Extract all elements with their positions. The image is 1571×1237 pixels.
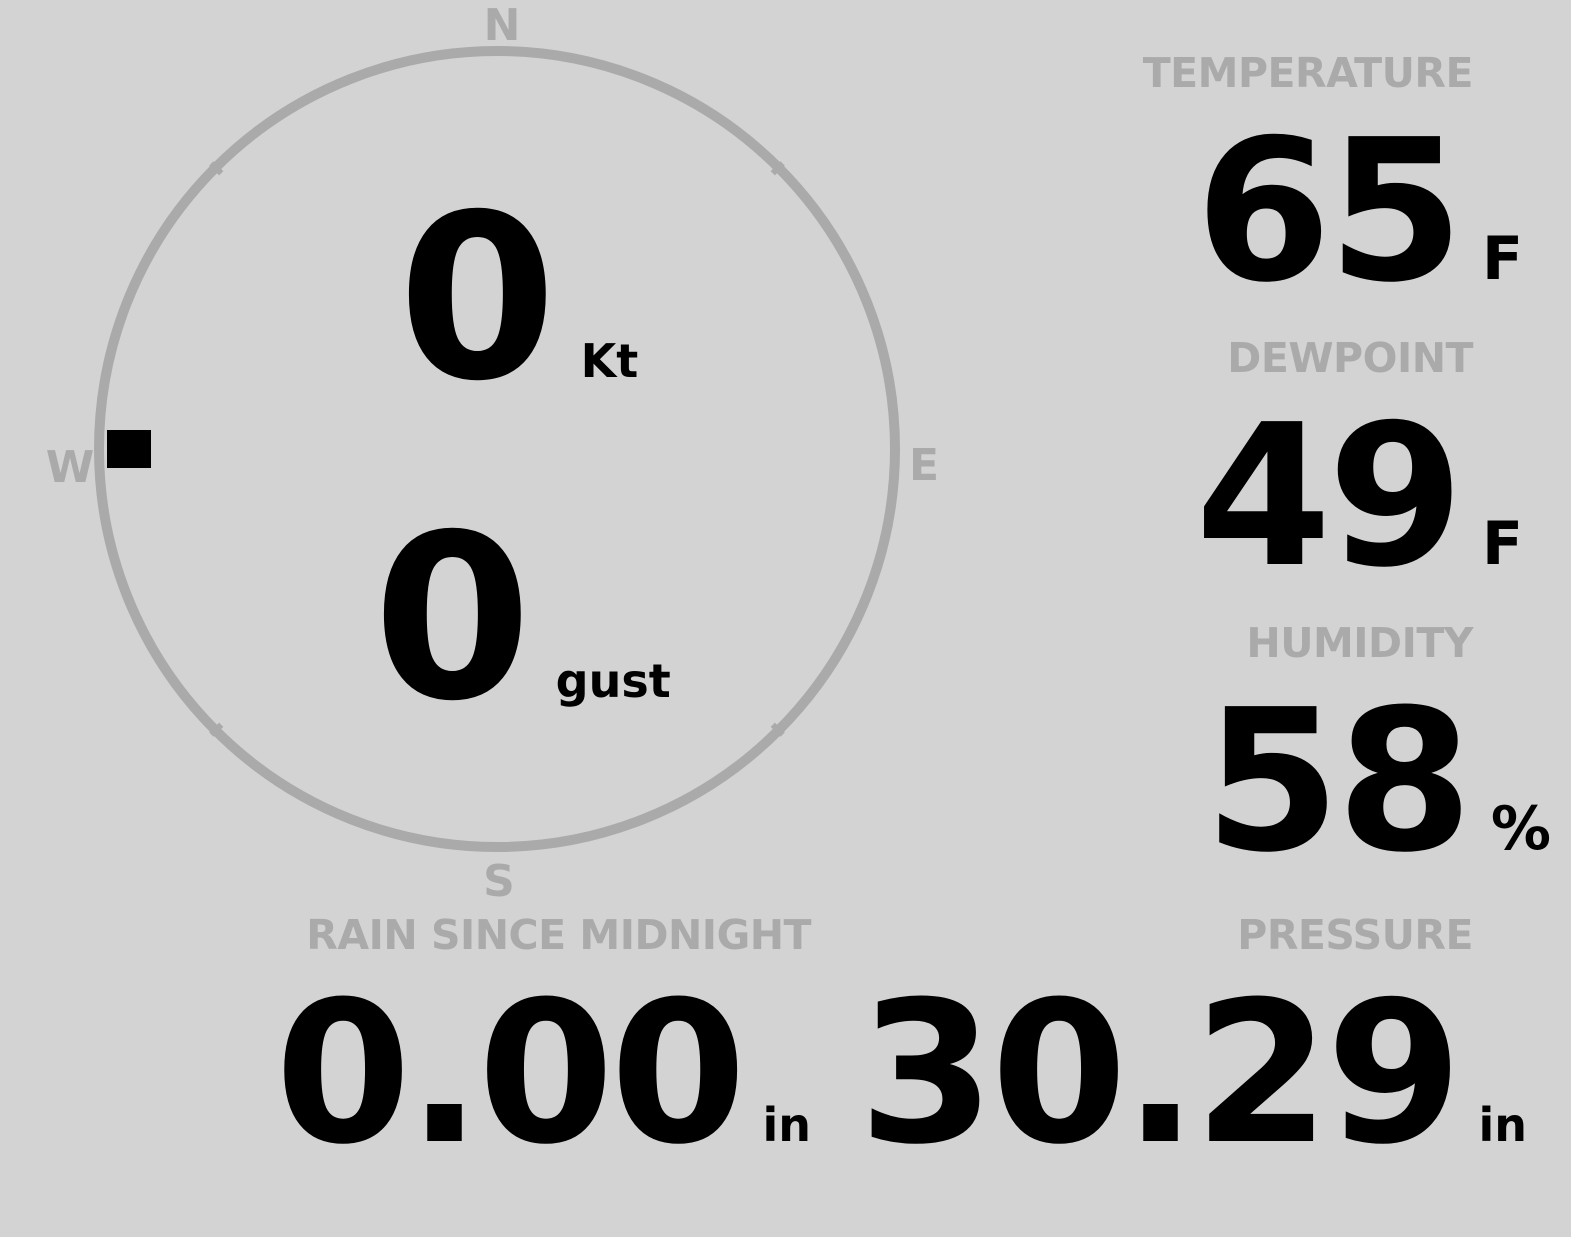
temperature-label: TEMPERATURE xyxy=(1142,49,1474,97)
wind-speed-readout: 0 Kt xyxy=(398,165,638,432)
humidity-block: HUMIDITY 58 % xyxy=(1204,619,1551,897)
humidity-unit: % xyxy=(1490,793,1551,864)
wind-speed-unit: Kt xyxy=(580,334,639,388)
pressure-value: 30.29 xyxy=(858,959,1463,1188)
rain-unit: in xyxy=(762,1097,811,1152)
temperature-value: 65 xyxy=(1195,97,1464,326)
pressure-unit: in xyxy=(1478,1097,1527,1152)
wind-speed-value: 0 xyxy=(398,165,557,431)
rain-block: RAIN SINCE MIDNIGHT 0.00 in xyxy=(275,911,812,1189)
cardinal-north: N xyxy=(484,0,521,51)
cardinal-west: W xyxy=(46,442,95,493)
rain-value: 0.00 xyxy=(274,959,747,1188)
dewpoint-unit: F xyxy=(1482,508,1523,579)
pressure-block: PRESSURE 30.29 in xyxy=(859,911,1527,1189)
rain-readout: 0.00 in xyxy=(275,960,811,1189)
humidity-readout: 58 % xyxy=(1204,668,1551,897)
dewpoint-label: DEWPOINT xyxy=(1227,334,1473,382)
pressure-readout: 30.29 in xyxy=(859,960,1527,1189)
rain-label: RAIN SINCE MIDNIGHT xyxy=(306,911,811,959)
wind-gust-unit: gust xyxy=(555,654,671,708)
dewpoint-block: DEWPOINT 49 F xyxy=(1195,334,1523,612)
humidity-label: HUMIDITY xyxy=(1246,619,1473,667)
compass-ring xyxy=(94,46,900,852)
wind-gust-value: 0 xyxy=(373,485,532,751)
dewpoint-readout: 49 F xyxy=(1195,383,1523,612)
temperature-readout: 65 F xyxy=(1195,98,1523,327)
dewpoint-value: 49 xyxy=(1195,382,1464,611)
compass-tick xyxy=(209,722,224,737)
compass-tick xyxy=(770,722,785,737)
compass-tick xyxy=(770,161,785,176)
pressure-label: PRESSURE xyxy=(1237,911,1473,959)
wind-direction-marker xyxy=(107,430,151,468)
temperature-block: TEMPERATURE 65 F xyxy=(1142,49,1523,327)
wind-gust-readout: 0 gust xyxy=(373,485,671,752)
compass-tick xyxy=(209,161,224,176)
cardinal-east: E xyxy=(909,440,939,491)
humidity-value: 58 xyxy=(1204,667,1473,896)
cardinal-south: S xyxy=(483,856,515,907)
temperature-unit: F xyxy=(1482,223,1523,294)
